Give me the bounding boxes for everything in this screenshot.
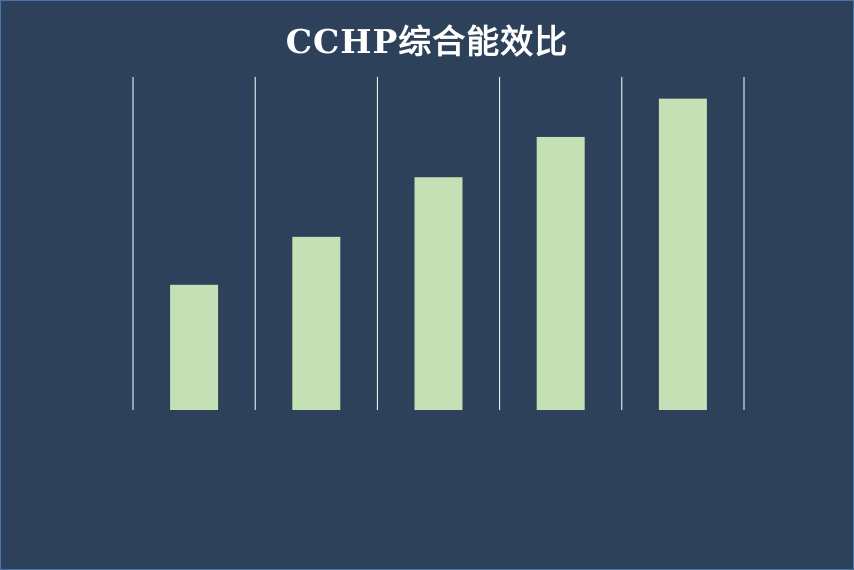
- bar-2: [292, 237, 340, 410]
- bar-4: [537, 137, 585, 410]
- bar-5: [659, 99, 707, 410]
- bar-3: [415, 177, 463, 410]
- bar-1: [170, 285, 218, 410]
